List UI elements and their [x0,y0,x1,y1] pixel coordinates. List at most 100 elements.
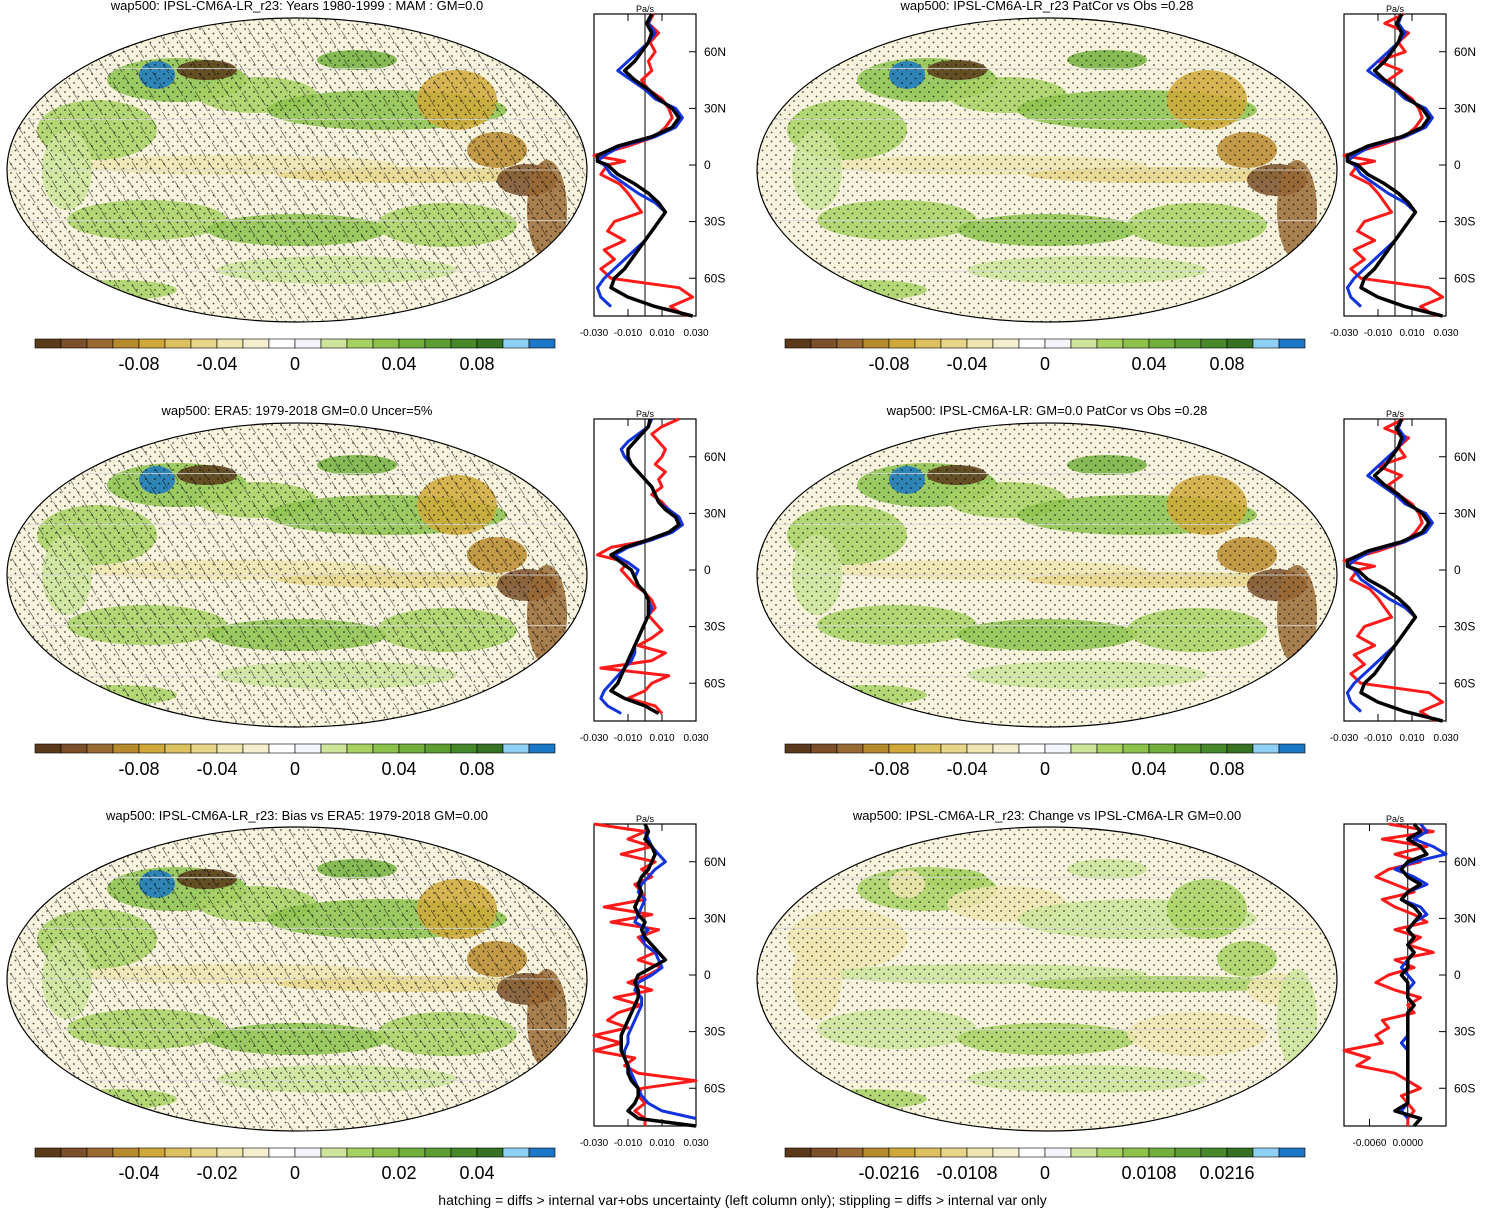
colorbar-tick-label: 0 [290,1163,300,1183]
colorbar-cell [1252,1147,1280,1158]
zonal-profile: Pa/s -0.030 -0.010 0.010 0.030 60N 30N 0 30S 60S [580,814,726,1149]
map-field [7,827,587,1131]
panel-3: wap500: ERA5: 1979-2018 GM=0.0 Uncer=5% -… [6,403,726,779]
profile-x-tick-label: 0.030 [683,328,708,339]
colorbar-cell [502,743,530,754]
map-outline [756,17,1338,323]
colorbar-cell [810,743,838,754]
colorbar-cell [112,743,140,754]
colorbar-cell [1096,1147,1124,1158]
colorbar-cell [836,338,864,349]
colorbar-cell [1122,338,1150,349]
colorbar-cell [888,743,916,754]
colorbar-cell [862,338,890,349]
profile-unit-label: Pa/s [636,4,655,14]
colorbar-tick-label: -0.04 [118,1163,159,1183]
colorbar-cell [966,743,994,754]
profile-y-tick-label: 60N [1454,450,1476,464]
colorbar-cell [1096,743,1124,754]
colorbar-tick-label: -0.08 [868,759,909,779]
colorbar-cell [450,338,478,349]
profile-series-ens [1393,822,1429,1128]
profile-unit-label: Pa/s [636,409,655,419]
colorbar-cell [398,743,426,754]
profile-y-tick-label: 30N [1454,911,1476,925]
map-title: wap500: IPSL-CM6A-LR_r23: Change vs IPSL… [852,808,1241,823]
colorbar-cell [268,743,296,754]
profile-y-tick-label: 60S [704,1081,725,1095]
colorbar-tick-label: 0.08 [459,354,494,374]
colorbar-cell [992,338,1020,349]
profile-x-tick-label: -0.030 [580,328,609,339]
colorbar-cell [320,743,348,754]
profile-y-tick-label: 30S [1454,215,1475,229]
colorbar-tick-label: -0.04 [196,759,237,779]
colorbar-cell [1226,743,1254,754]
colorbar-cell [424,743,452,754]
colorbar-tick-label: -0.0108 [936,1163,997,1183]
colorbar: -0.08 -0.04 0 0.04 0.08 [34,743,556,779]
colorbar-cell [476,338,504,349]
profile-x-tick-label: -0.010 [1364,328,1393,339]
colorbar-cell [862,743,890,754]
colorbar-cell [268,1147,296,1158]
zonal-profile: Pa/s -0.030 -0.010 0.010 0.030 60N 30N 0 30S 60S [580,409,726,744]
colorbar-tick-label: 0 [1040,354,1050,374]
profile-x-tick-label: -0.030 [580,1138,609,1149]
colorbar-cell [320,338,348,349]
profile-y-tick-label: 30S [1454,620,1475,634]
colorbar-cell [450,743,478,754]
colorbar-cell [138,743,166,754]
colorbar-cell [1252,743,1280,754]
profile-y-tick-label: 30N [1454,101,1476,115]
colorbar-cell [836,743,864,754]
colorbar-cell [1226,338,1254,349]
colorbar-cell [138,1147,166,1158]
profile-series-model [1342,822,1435,1126]
profile-y-tick-label: 30N [704,506,726,520]
colorbar-cell [86,743,114,754]
colorbar-cell [60,1147,88,1158]
profile-y-tick-label: 0 [1454,158,1461,172]
colorbar-cell [1148,1147,1176,1158]
colorbar-cell [1122,743,1150,754]
colorbar-cell [1200,338,1228,349]
colorbar-cell [372,338,400,349]
colorbar-cell [112,1147,140,1158]
colorbar-cell [190,1147,218,1158]
profile-x-tick-label: 0.010 [1399,733,1424,744]
colorbar-cell [784,1147,812,1158]
colorbar-cell [424,338,452,349]
colorbar-cell [966,338,994,349]
colorbar-cell [476,743,504,754]
map-field [757,423,1337,727]
profile-y-tick-label: 30N [704,911,726,925]
colorbar-cell [1148,743,1176,754]
profile-y-tick-label: 30N [1454,506,1476,520]
profile-y-tick-label: 30S [704,620,725,634]
profile-y-tick-label: 60N [704,855,726,869]
profile-y-tick-label: 60N [1454,45,1476,59]
profile-x-tick-label: 0.010 [649,1138,674,1149]
profile-x-tick-label: 0.010 [1399,328,1424,339]
figure-footnote: hatching = diffs > internal var+obs unce… [438,1192,1047,1208]
zonal-profile: Pa/s -0.030 -0.010 0.010 0.030 60N 30N 0 30S 60S [1330,409,1476,744]
map-field [7,18,587,322]
colorbar-cell [216,1147,244,1158]
colorbar-cell [1148,338,1176,349]
profile-x-tick-label: -0.010 [614,1138,643,1149]
map-title: wap500: ERA5: 1979-2018 GM=0.0 Uncer=5% [160,403,432,418]
colorbar-cell [940,338,968,349]
colorbar: -0.08 -0.04 0 0.04 0.08 [34,338,556,374]
colorbar-cell [888,338,916,349]
colorbar-tick-label: -0.04 [196,354,237,374]
colorbar-cell [86,338,114,349]
colorbar-cell [320,1147,348,1158]
colorbar-tick-label: 0.04 [1131,354,1166,374]
colorbar-cell [810,1147,838,1158]
colorbar-cell [450,1147,478,1158]
profile-x-tick-label: -0.010 [614,733,643,744]
colorbar-tick-label: 0 [1040,1163,1050,1183]
colorbar-cell [1070,338,1098,349]
